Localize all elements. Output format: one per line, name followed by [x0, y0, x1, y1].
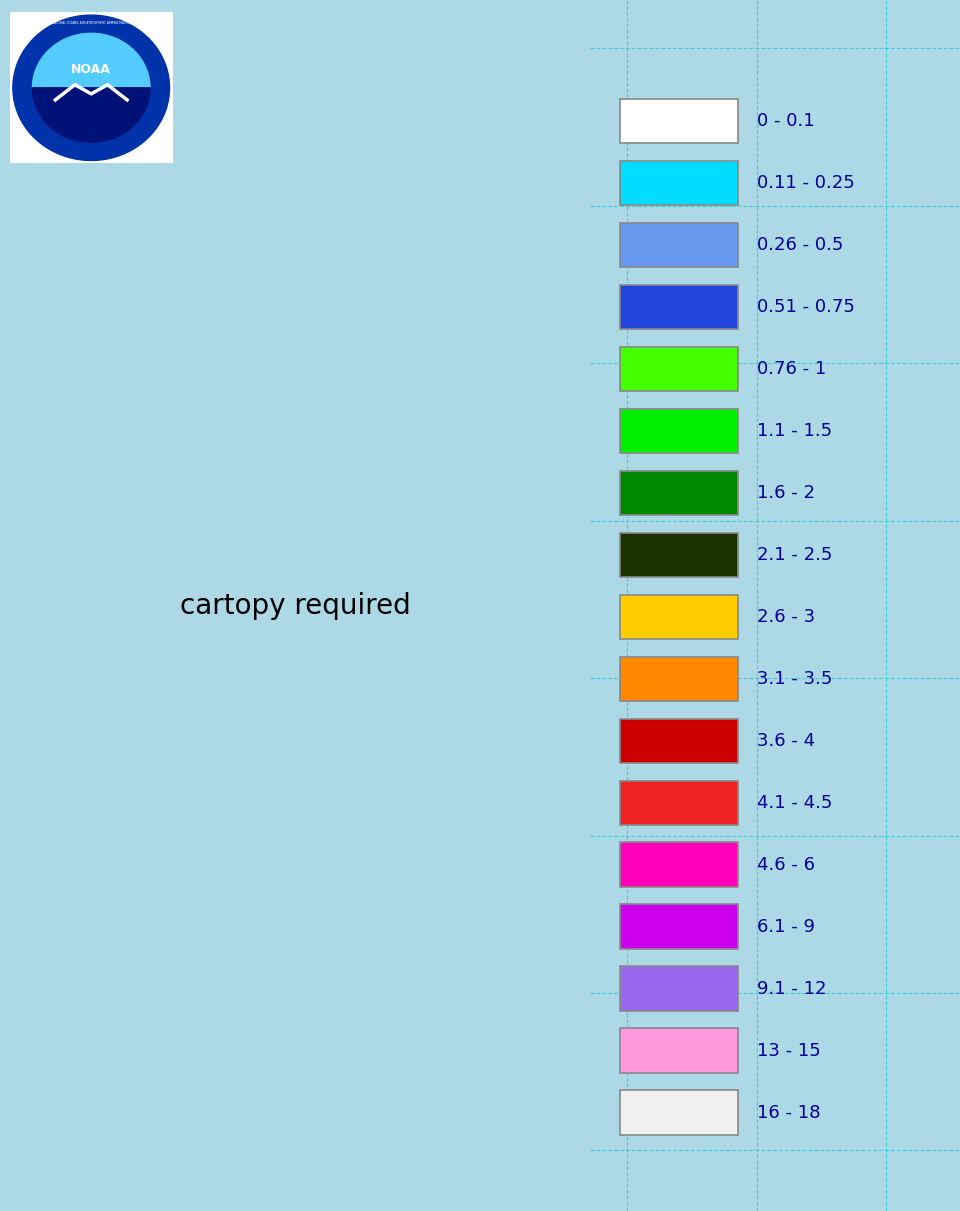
Text: 1.1 - 1.5: 1.1 - 1.5 — [756, 421, 832, 440]
FancyBboxPatch shape — [620, 1028, 738, 1073]
FancyBboxPatch shape — [620, 533, 738, 578]
Text: 0.11 - 0.25: 0.11 - 0.25 — [756, 174, 854, 193]
Text: NOAA: NOAA — [71, 63, 111, 76]
Text: 3.1 - 3.5: 3.1 - 3.5 — [756, 670, 832, 688]
Text: 2.6 - 3: 2.6 - 3 — [756, 608, 815, 626]
Polygon shape — [33, 88, 150, 142]
Text: 0.26 - 0.5: 0.26 - 0.5 — [756, 236, 843, 254]
Text: NATIONAL OCEANIC AND ATMOSPHERIC ADMINISTRATION: NATIONAL OCEANIC AND ATMOSPHERIC ADMINIS… — [52, 21, 131, 24]
FancyBboxPatch shape — [620, 1090, 738, 1135]
Text: 4.1 - 4.5: 4.1 - 4.5 — [756, 794, 832, 811]
Text: 13 - 15: 13 - 15 — [756, 1041, 821, 1060]
Text: 16 - 18: 16 - 18 — [756, 1103, 820, 1121]
FancyBboxPatch shape — [620, 843, 738, 888]
Polygon shape — [33, 34, 150, 88]
FancyBboxPatch shape — [620, 285, 738, 329]
FancyBboxPatch shape — [620, 408, 738, 453]
Text: cartopy required: cartopy required — [180, 591, 411, 620]
FancyBboxPatch shape — [620, 905, 738, 949]
Text: 0 - 0.1: 0 - 0.1 — [756, 113, 814, 130]
Text: 1.6 - 2: 1.6 - 2 — [756, 484, 815, 501]
FancyBboxPatch shape — [620, 781, 738, 825]
Text: 0.76 - 1: 0.76 - 1 — [756, 360, 826, 378]
Text: 0.51 - 0.75: 0.51 - 0.75 — [756, 298, 854, 316]
FancyBboxPatch shape — [620, 718, 738, 763]
FancyBboxPatch shape — [620, 223, 738, 268]
FancyBboxPatch shape — [620, 99, 738, 143]
Text: 6.1 - 9: 6.1 - 9 — [756, 918, 815, 936]
FancyBboxPatch shape — [620, 161, 738, 206]
FancyBboxPatch shape — [620, 656, 738, 701]
FancyBboxPatch shape — [620, 471, 738, 515]
FancyBboxPatch shape — [620, 346, 738, 391]
Text: 3.6 - 4: 3.6 - 4 — [756, 731, 815, 750]
FancyBboxPatch shape — [620, 966, 738, 1011]
Text: 4.6 - 6: 4.6 - 6 — [756, 856, 815, 874]
Text: 2.1 - 2.5: 2.1 - 2.5 — [756, 546, 832, 564]
Text: 9.1 - 12: 9.1 - 12 — [756, 980, 827, 998]
FancyBboxPatch shape — [620, 595, 738, 639]
Polygon shape — [12, 16, 170, 160]
Polygon shape — [29, 30, 154, 145]
